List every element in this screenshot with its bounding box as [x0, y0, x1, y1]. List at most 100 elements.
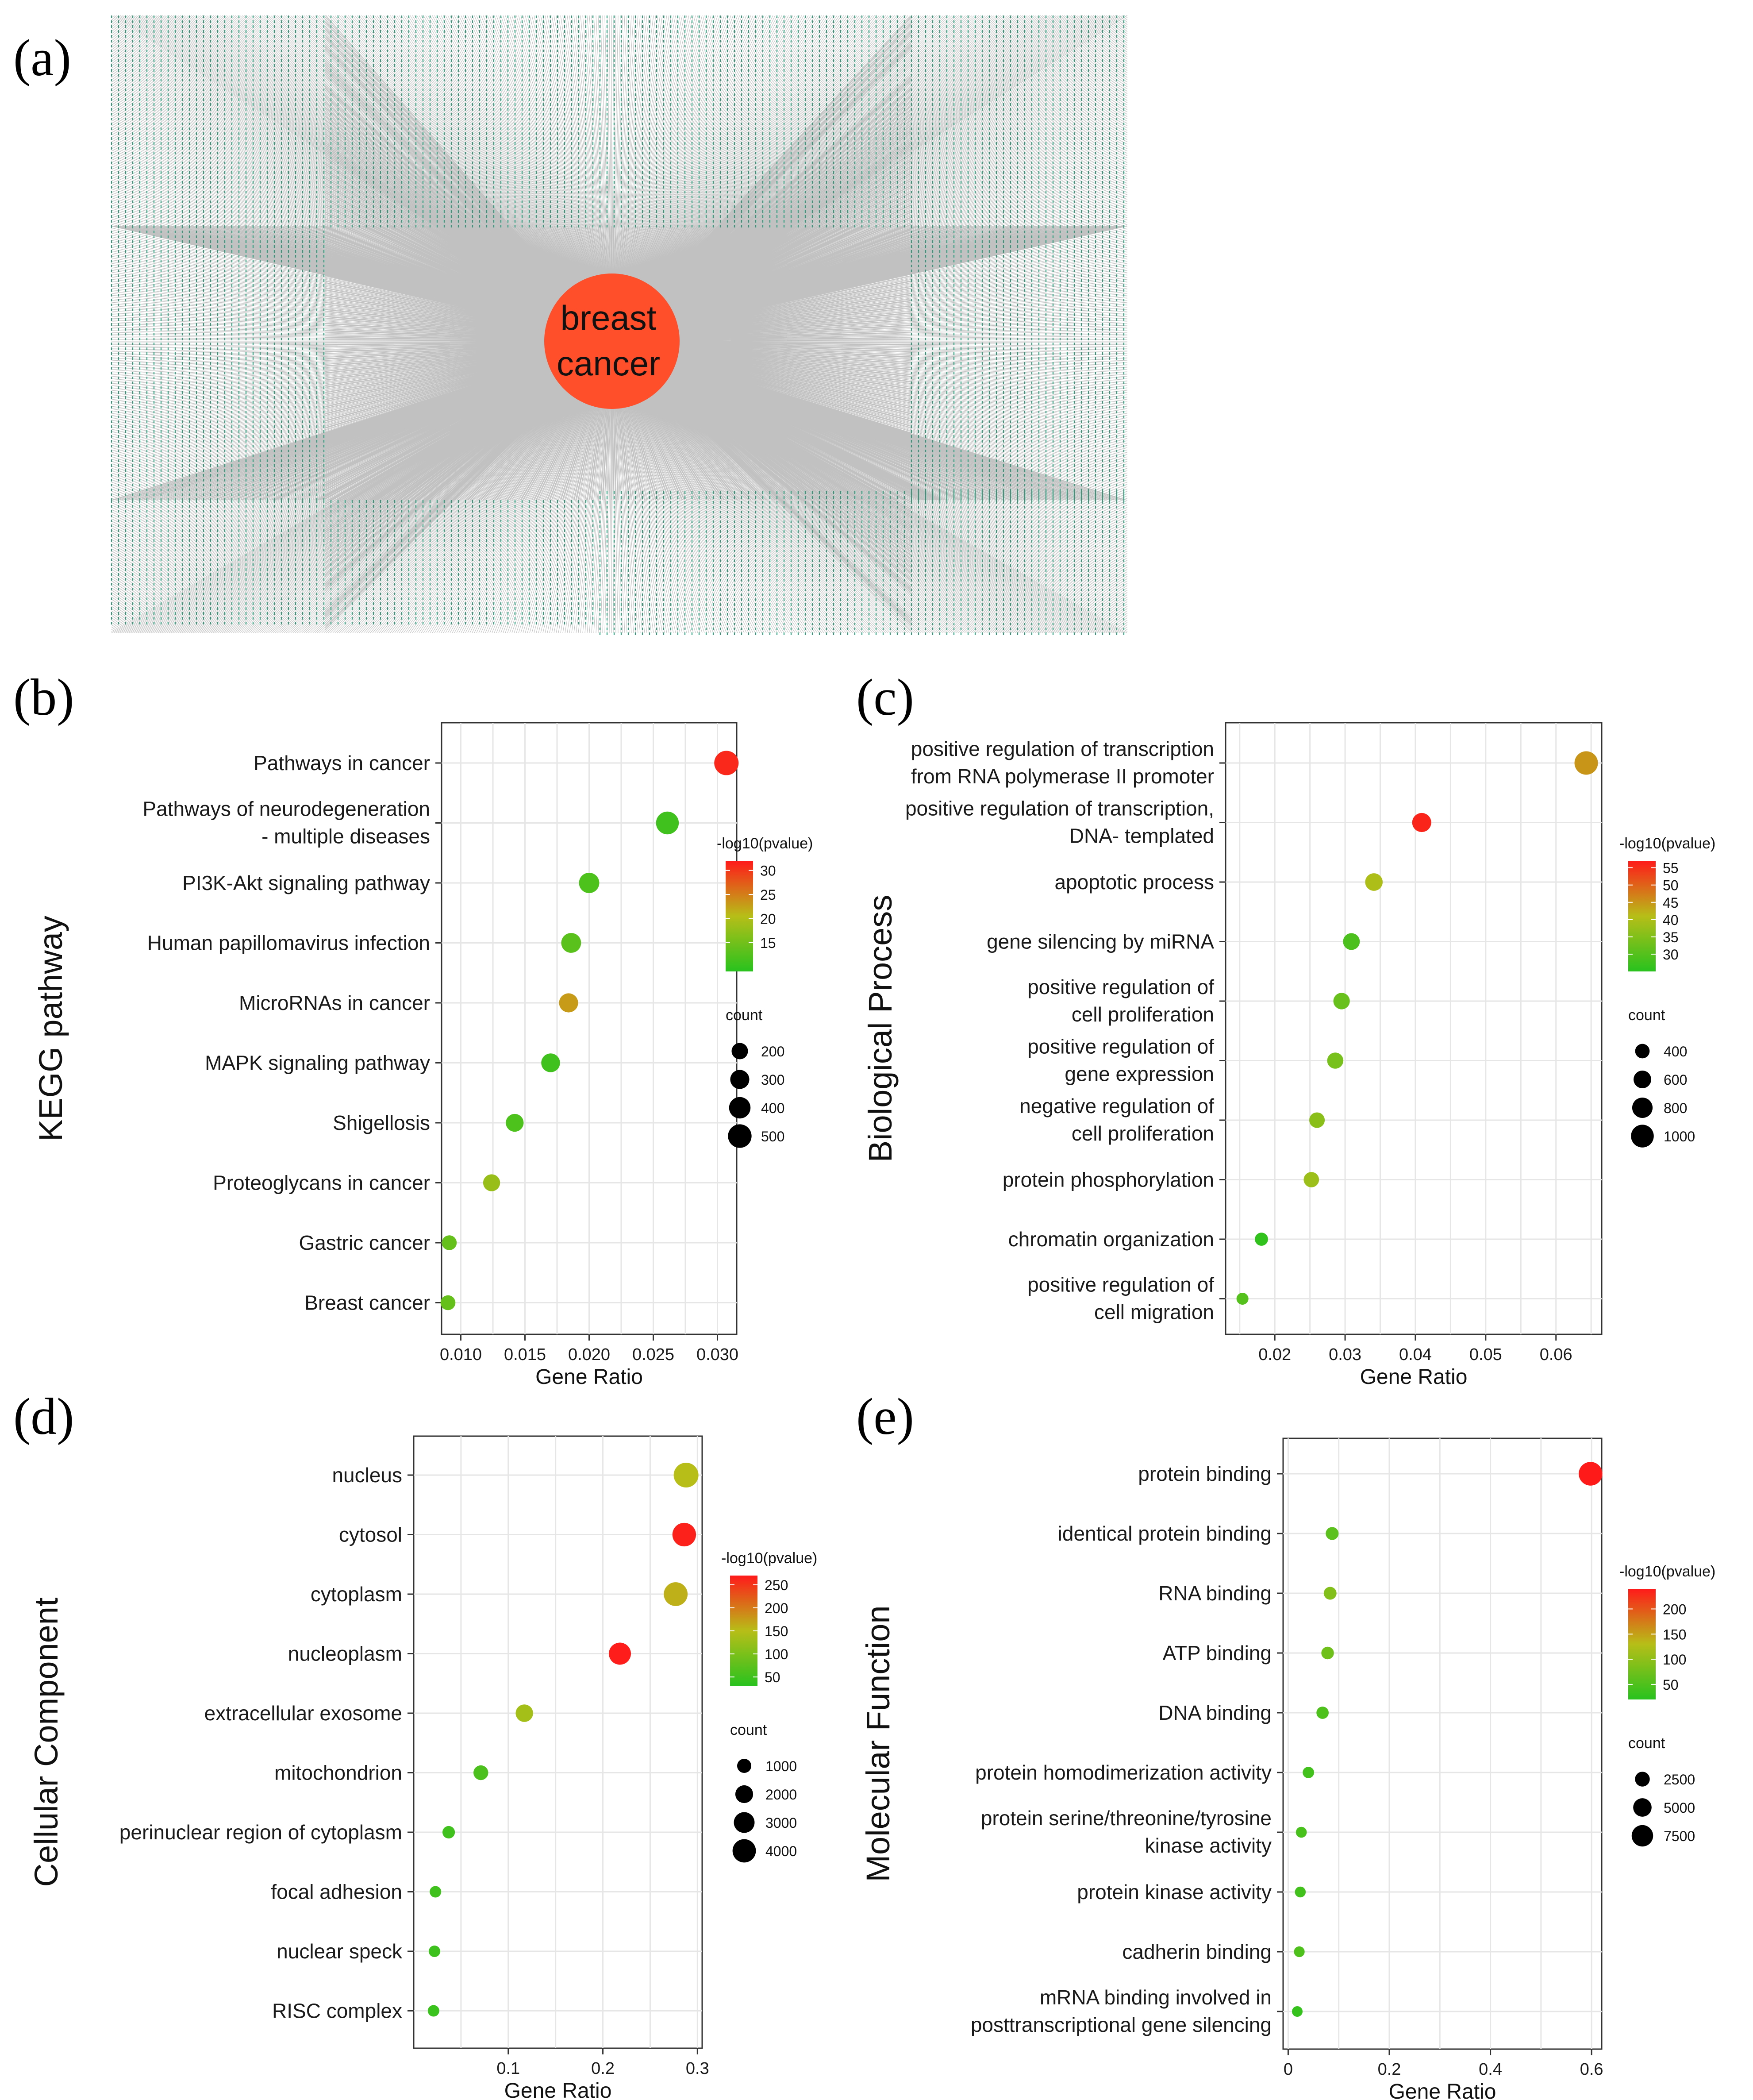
panel-a-letter: (a): [13, 29, 71, 87]
category-label: nucleus: [332, 1464, 402, 1487]
data-point: [1296, 1826, 1307, 1838]
size-legend-label: 7500: [1664, 1828, 1695, 1844]
category-label: positive regulation of: [1027, 1035, 1214, 1058]
data-point: [1295, 1886, 1306, 1898]
category-label: DNA binding: [1158, 1701, 1272, 1724]
category-label: gene silencing by miRNA: [987, 930, 1214, 953]
size-legend-label: 1000: [1664, 1129, 1695, 1144]
color-tick-label: 50: [1663, 878, 1679, 894]
data-point: [559, 993, 578, 1013]
plot-area: [1225, 722, 1603, 1335]
data-point: [506, 1114, 524, 1132]
category-label: nucleoplasm: [288, 1642, 402, 1665]
size-legend-dot: [730, 1070, 750, 1089]
x-tick-label: 0.015: [504, 1345, 546, 1364]
panel-letter: (d): [13, 1387, 74, 1445]
data-point: [483, 1174, 500, 1191]
x-tick-label: 0.1: [496, 2059, 520, 2078]
data-point: [1303, 1172, 1319, 1187]
size-legend-dot: [737, 1758, 752, 1773]
data-point: [579, 873, 600, 893]
color-bar: [726, 861, 753, 971]
color-tick-label: 50: [1663, 1677, 1679, 1693]
y-axis-title: Molecular Function: [860, 1605, 896, 1882]
panel-a-network: (a) breast cancer: [13, 15, 1128, 635]
category-label: positive regulation of transcription: [911, 737, 1214, 760]
data-point: [714, 751, 739, 775]
size-legend-label: 5000: [1664, 1800, 1695, 1816]
category-label: DNA- templated: [1069, 825, 1214, 848]
category-label: perinuclear region of cytoplasm: [119, 1821, 402, 1844]
size-legend-dot: [731, 1043, 748, 1060]
data-point: [673, 1463, 699, 1487]
color-legend-title: -log10(pvalue): [717, 835, 813, 852]
data-point: [1303, 1767, 1315, 1778]
category-label: cell proliferation: [1072, 1122, 1214, 1145]
data-point: [1333, 993, 1350, 1010]
category-label: cell migration: [1094, 1301, 1214, 1324]
data-point: [442, 1235, 457, 1250]
x-tick-label: 0.4: [1479, 2060, 1502, 2079]
panel-c-bp-chart: (c) positive regulation of transcription f…: [856, 668, 1715, 1389]
x-axis-title: Gene Ratio: [1360, 1365, 1468, 1389]
data-point: [427, 2005, 439, 2017]
category-label: protein kinase activity: [1077, 1880, 1272, 1903]
category-label: RNA binding: [1158, 1582, 1272, 1605]
category-label: mRNA binding involved in: [1040, 1986, 1272, 2009]
size-legend-dot: [1635, 1772, 1650, 1787]
plot-area: [413, 1435, 703, 2049]
x-tick-label: 0.06: [1540, 1345, 1572, 1364]
data-point: [1236, 1293, 1249, 1305]
color-tick-label: 25: [760, 887, 776, 903]
color-bar: [730, 1576, 757, 1686]
x-axis-title: Gene Ratio: [535, 1365, 643, 1389]
panel-letter: (c): [856, 668, 914, 726]
color-legend-title: -log10(pvalue): [1619, 835, 1715, 852]
color-tick-label: 35: [1663, 929, 1679, 945]
data-point: [541, 1053, 560, 1072]
network-node-dashes: [111, 15, 1125, 635]
panel-letter: (e): [856, 1387, 914, 1445]
data-point: [609, 1642, 631, 1665]
panel-b-kegg-chart: (b) Pathways in cancer Pathways of neurode…: [13, 668, 813, 1389]
color-tick-label: 40: [1663, 912, 1679, 928]
color-tick-label: 100: [1663, 1652, 1686, 1668]
category-label: gene expression: [1065, 1063, 1214, 1086]
network-gene-nodes: [111, 15, 1125, 635]
x-tick-label: 0.030: [696, 1345, 738, 1364]
category-label: Breast cancer: [304, 1291, 430, 1314]
category-label: cytosol: [339, 1523, 402, 1546]
size-legend-dot: [735, 1785, 753, 1803]
category-label: apoptotic process: [1054, 871, 1214, 894]
data-point: [1316, 1707, 1329, 1719]
category-label: posttranscriptional gene silencing: [971, 2013, 1272, 2036]
data-point: [1579, 1462, 1603, 1486]
data-point: [1326, 1527, 1339, 1540]
x-tick-label: 0.02: [1258, 1345, 1291, 1364]
x-tick-label: 0.010: [440, 1345, 482, 1364]
x-tick-label: 0.020: [568, 1345, 610, 1364]
category-label: Human papillomavirus infection: [147, 932, 430, 955]
size-legend-dot: [732, 1839, 756, 1863]
category-label: cytoplasm: [311, 1583, 402, 1606]
category-label: ATP binding: [1163, 1641, 1272, 1665]
size-legend-dot: [1634, 1071, 1651, 1088]
category-label: focal adhesion: [271, 1880, 402, 1903]
category-label: extracellular exosome: [204, 1702, 402, 1725]
data-point: [672, 1522, 696, 1547]
category-label: Pathways of neurodegeneration: [142, 798, 430, 821]
category-label: positive regulation of: [1027, 1273, 1214, 1296]
x-tick-label: 0.6: [1580, 2060, 1603, 2079]
size-legend-dot: [1631, 1825, 1653, 1847]
size-legend-label: 2500: [1664, 1772, 1695, 1788]
size-legend-title: count: [730, 1722, 767, 1738]
category-label: MAPK signaling pathway: [205, 1052, 430, 1075]
color-legend-title: -log10(pvalue): [1619, 1563, 1715, 1580]
category-label: protein phosphorylation: [1003, 1168, 1214, 1191]
category-label: Pathways in cancer: [254, 751, 430, 774]
color-tick-label: 250: [765, 1577, 788, 1593]
size-legend-label: 3000: [765, 1815, 797, 1831]
data-point: [1255, 1233, 1268, 1246]
data-point: [442, 1826, 455, 1839]
x-axis-title: Gene Ratio: [504, 2079, 612, 2100]
